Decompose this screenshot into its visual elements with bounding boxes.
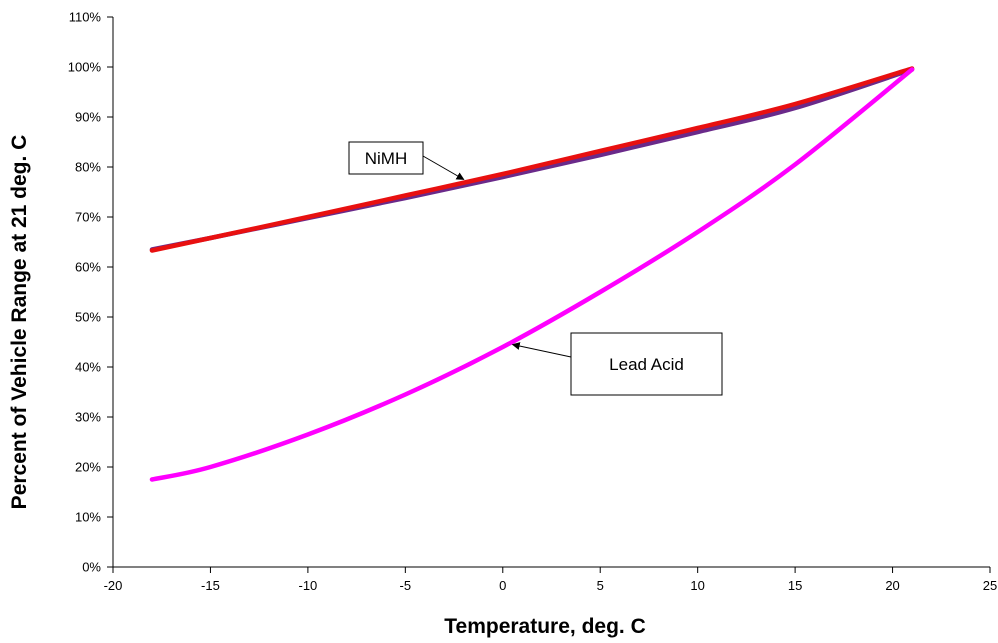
series-line-lead-acid-2 xyxy=(149,67,915,482)
y-tick-label: 100% xyxy=(68,60,102,75)
x-tick-label: 20 xyxy=(885,578,899,593)
y-tick-label: 50% xyxy=(75,310,101,325)
callout-box-nimh xyxy=(348,141,424,175)
y-tick-label: 70% xyxy=(75,210,101,225)
y-tick-label: 90% xyxy=(75,110,101,125)
callouts: NiMH Lead Acid xyxy=(348,141,723,396)
y-tick-label: 60% xyxy=(75,260,101,275)
callout-label-lead-acid: Lead Acid xyxy=(609,355,684,374)
y-tick-label: 10% xyxy=(75,510,101,525)
y-tick-label: 0% xyxy=(82,560,101,575)
axes: 0% 10% 20% 30% 40% 50% 60% 70% 80% 90% 100% 110% -20… xyxy=(68,10,997,594)
x-tick-label: -5 xyxy=(400,578,412,593)
x-tick-label: -15 xyxy=(201,578,220,593)
callout-label-nimh: NiMH xyxy=(365,149,408,168)
callout-arrow-nimh xyxy=(422,155,465,180)
y-tick-label: 40% xyxy=(75,360,101,375)
x-tick-label: 5 xyxy=(597,578,604,593)
y-tick-label: 110% xyxy=(69,10,102,25)
y-tick-label: 30% xyxy=(75,410,101,425)
callout-box-lead-acid xyxy=(570,332,723,396)
series-group xyxy=(149,66,915,482)
x-tick-label: 0 xyxy=(499,578,506,593)
x-tick-label: 25 xyxy=(983,578,997,593)
x-tick-label: 10 xyxy=(690,578,704,593)
x-axis-title: Temperature, deg. C xyxy=(444,615,646,638)
x-tick-label: 15 xyxy=(788,578,802,593)
callout-arrow-lead-acid xyxy=(511,342,572,358)
y-axis-title: Percent of Vehicle Range at 21 deg. C xyxy=(8,135,31,510)
x-tick-label: -20 xyxy=(104,578,123,593)
x-tick-label: -10 xyxy=(298,578,317,593)
y-tick-label: 80% xyxy=(75,160,101,175)
series-line-nimh-1 xyxy=(149,66,915,253)
y-tick-label: 20% xyxy=(75,460,101,475)
